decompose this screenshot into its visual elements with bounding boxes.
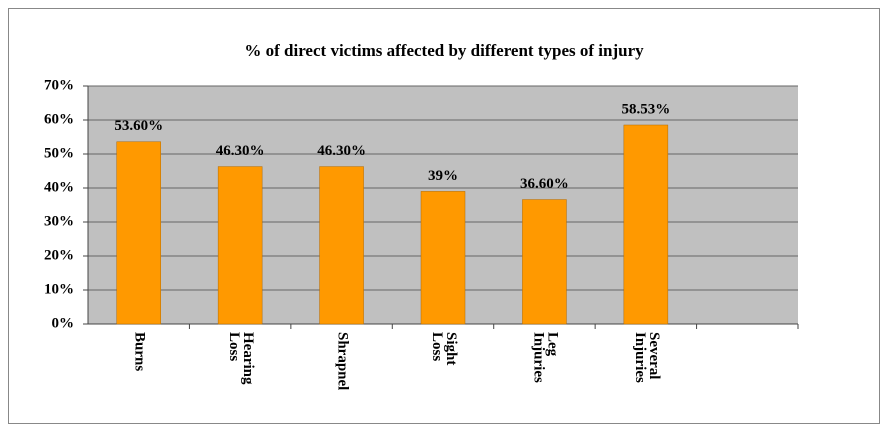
y-tick-label: 10% (44, 281, 74, 297)
bar (217, 166, 263, 325)
x-tick-label: SightLoss (429, 332, 459, 365)
bar (319, 166, 364, 325)
x-tick-label: SeveralInjuries (631, 332, 661, 383)
bar (420, 191, 466, 325)
data-label: 36.60% (520, 176, 569, 192)
y-tick-label: 50% (44, 145, 74, 161)
bar (116, 141, 161, 325)
y-tick-label: 0% (52, 315, 75, 331)
x-tick-label: Burns (131, 332, 147, 371)
x-tick-label: HearingLoss (226, 332, 256, 385)
data-label: 58.53% (621, 101, 670, 117)
bar (623, 124, 669, 325)
y-tick-label: 40% (44, 179, 74, 195)
y-tick-label: 20% (44, 247, 74, 263)
y-tick-label: 30% (44, 213, 74, 229)
x-tick-label: Shrapnel (334, 332, 350, 390)
bar (522, 199, 567, 325)
data-label: 53.60% (114, 118, 163, 134)
data-label: 39% (428, 168, 458, 184)
chart-title: % of direct victims affected by differen… (244, 41, 644, 60)
x-tick-label: LegInjuries (530, 332, 560, 383)
y-tick-label: 70% (44, 77, 74, 93)
data-label: 46.30% (216, 143, 265, 159)
data-label: 46.30% (317, 143, 366, 159)
y-tick-label: 60% (44, 111, 74, 127)
